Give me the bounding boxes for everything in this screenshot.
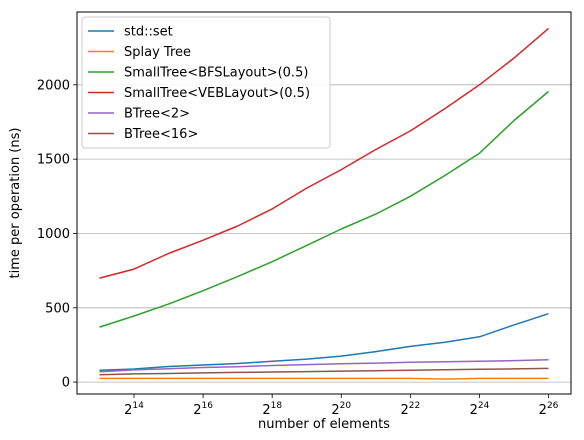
plot-frame (76, 11, 572, 395)
legend-label: SmallTree<VEBLayout>(0.5) (124, 86, 310, 101)
y-axis-label: time per operation (ns) (8, 128, 23, 279)
x-tick-label: 220 (331, 401, 351, 418)
y-tick-label: 1000 (37, 227, 70, 242)
legend-label: Splay Tree (124, 45, 191, 60)
series-line-1 (99, 377, 549, 380)
legend-label: BTree<2> (124, 107, 190, 122)
x-tick-label: 226 (539, 401, 559, 418)
x-tick-base: 2 (331, 403, 339, 418)
y-tick-label: 1500 (37, 153, 70, 168)
x-axis: 214 216 218 220 222 224 226 (124, 394, 559, 418)
x-tick-label: 222 (400, 401, 420, 418)
series-line-5 (99, 367, 549, 376)
x-tick-label: 214 (124, 401, 144, 418)
x-tick-exponent: 20 (340, 401, 352, 411)
legend-label: std::set (124, 25, 173, 40)
legend-label: SmallTree<BFSLayout>(0.5) (124, 66, 308, 81)
x-tick-base: 2 (262, 403, 270, 418)
legend-box (81, 16, 331, 149)
x-tick-exponent: 24 (478, 401, 490, 411)
x-tick-exponent: 14 (132, 401, 144, 411)
x-tick-exponent: 22 (409, 401, 420, 411)
y-tick-label: 500 (45, 301, 70, 316)
x-tick-base: 2 (539, 403, 547, 418)
x-tick-exponent: 26 (547, 401, 559, 411)
x-tick-exponent: 18 (271, 401, 283, 411)
series-line-4 (99, 359, 549, 373)
x-tick-base: 2 (193, 403, 201, 418)
x-tick-label: 218 (262, 401, 282, 418)
x-tick-label: 224 (470, 401, 490, 418)
y-tick-label: 0 (62, 376, 70, 391)
x-tick-exponent: 16 (202, 401, 214, 411)
y-tick-label: 2000 (37, 78, 70, 93)
series-line-3 (99, 27, 549, 279)
x-tick-label: 216 (193, 401, 213, 418)
x-tick-base: 2 (470, 403, 478, 418)
legend-label: BTree<16> (124, 127, 198, 142)
series-line-2 (99, 90, 549, 328)
x-tick-base: 2 (400, 403, 408, 418)
x-axis-label: number of elements (258, 417, 390, 432)
y-axis: 0 500 1000 1500 2000 (37, 78, 77, 391)
series-lines (99, 27, 549, 380)
x-tick-base: 2 (124, 403, 132, 418)
series-line-0 (99, 312, 549, 371)
